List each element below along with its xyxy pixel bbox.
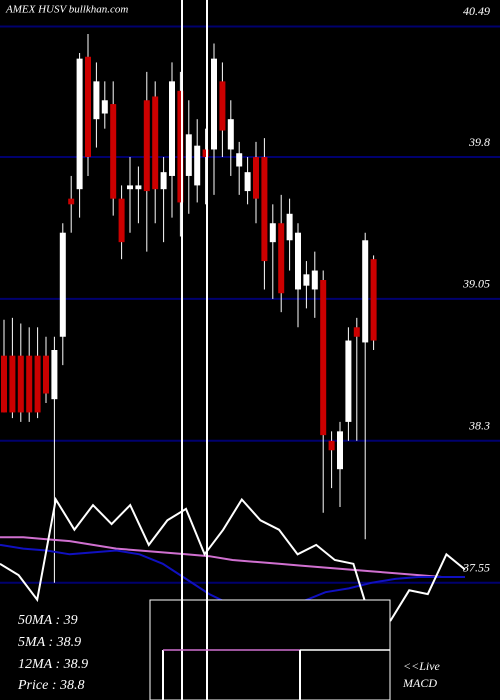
- candle-body: [211, 58, 217, 150]
- candle-body: [353, 327, 360, 337]
- candle-body: [236, 153, 243, 167]
- candle-body: [345, 340, 352, 422]
- candle-body: [76, 58, 83, 190]
- candle-body: [26, 355, 33, 413]
- candle-body: [311, 270, 318, 290]
- candle-body: [34, 355, 41, 413]
- y-tick-label: 38.3: [468, 419, 490, 433]
- candle-body: [227, 119, 234, 150]
- candle-body: [1, 355, 7, 413]
- candle-body: [93, 81, 100, 120]
- legend-text: 5MA : 38.9: [18, 635, 81, 650]
- live-label: <<Live: [403, 659, 441, 673]
- candle-body: [68, 198, 75, 205]
- candle-body: [337, 431, 343, 470]
- candle-body: [101, 100, 108, 114]
- candle-body: [152, 96, 159, 190]
- candle-body: [127, 185, 133, 190]
- legend-text: Price : 38.8: [17, 678, 84, 693]
- indicator-line: [0, 536, 465, 578]
- candle-body: [253, 157, 259, 199]
- y-tick-label: 39.8: [468, 135, 490, 149]
- candle-body: [177, 90, 184, 203]
- candle-body: [85, 56, 91, 158]
- candle-body: [110, 104, 117, 199]
- candle-body: [202, 149, 209, 158]
- candle-body: [261, 157, 268, 262]
- candle-body: [362, 240, 369, 343]
- candle-body: [17, 355, 24, 413]
- plot: 37.55 38.3 39.05 39.8 40.49: [0, 4, 500, 626]
- candle-body: [320, 280, 327, 436]
- y-tick-label: 37.55: [462, 560, 490, 574]
- candle-body: [370, 259, 377, 341]
- candle-body: [278, 223, 285, 294]
- candle-body: [244, 172, 251, 192]
- candle-body: [59, 232, 66, 337]
- indicator-label: MACD: [402, 676, 437, 690]
- candle-body: [185, 134, 192, 176]
- y-tick-label: 39.05: [462, 277, 490, 291]
- candle-body: [169, 81, 175, 176]
- candle-body: [194, 145, 201, 186]
- chart-title: AMEX HUSV bullkhan.com: [5, 4, 128, 16]
- y-tick-label: 40.49: [463, 4, 490, 18]
- candle-body: [286, 213, 293, 241]
- candle-body: [328, 440, 335, 451]
- legend-text: 50MA : 39: [18, 613, 78, 628]
- candle-body: [143, 100, 150, 192]
- candle-body: [303, 274, 310, 286]
- candle-body: [135, 185, 142, 190]
- legend-text: 12MA : 38.9: [18, 657, 88, 672]
- candle-body: [9, 355, 16, 413]
- candle-body: [269, 223, 276, 243]
- candle-body: [295, 232, 301, 290]
- candle-body: [219, 81, 226, 131]
- candle-body: [51, 350, 58, 400]
- candle-body: [118, 198, 125, 243]
- candle-body: [43, 355, 49, 394]
- candle-body: [160, 172, 167, 190]
